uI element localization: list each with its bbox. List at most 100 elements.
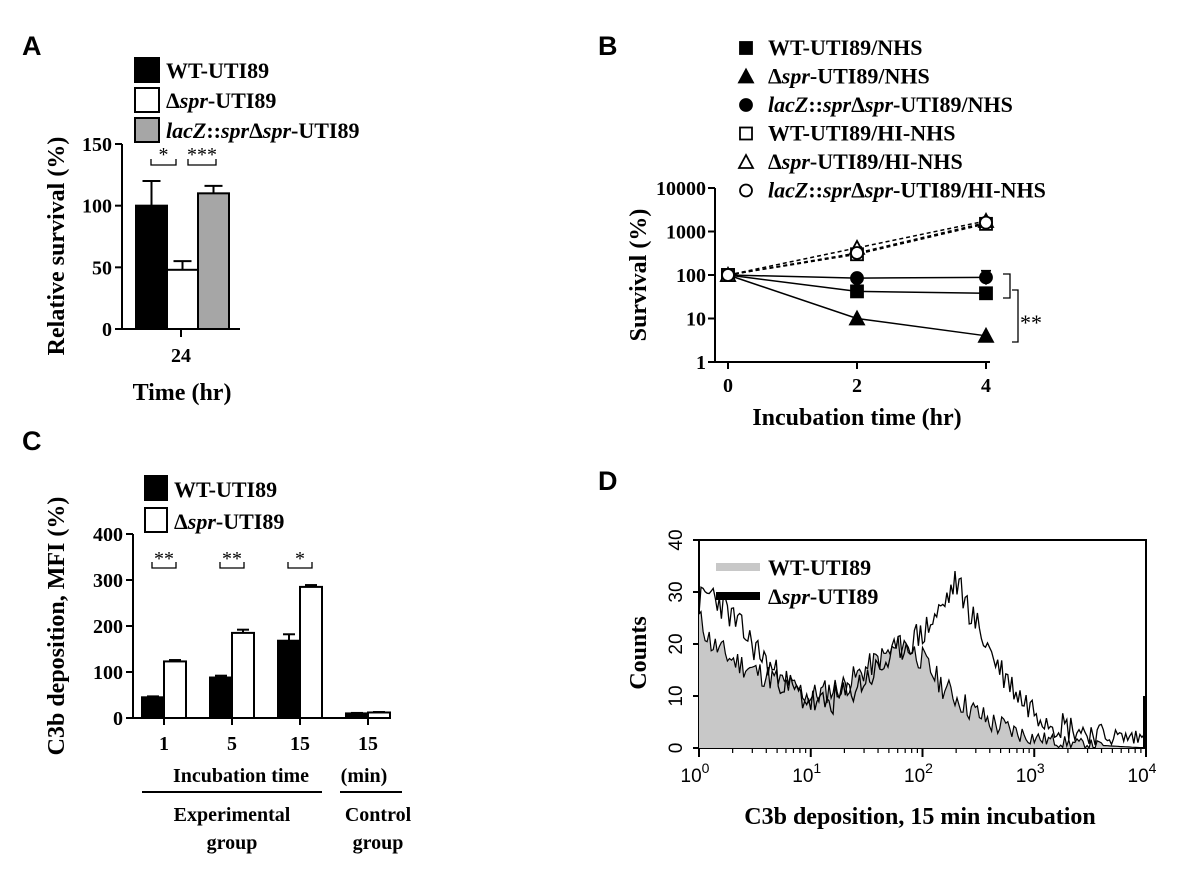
significance-label: ** <box>154 548 174 570</box>
legend-swatch <box>134 117 160 143</box>
group-label: group <box>353 832 404 854</box>
y-tick-label: 100 <box>676 265 706 287</box>
legend-label: Δspr-UTI89 <box>768 584 878 609</box>
significance-label: * <box>295 548 305 570</box>
y-tick-label: 10 <box>686 309 706 331</box>
panel-d-legend: WT-UTI89 Δspr-UTI89 <box>716 555 878 609</box>
y-tick-label: 100 <box>93 662 123 684</box>
panel-b-legend: WT-UTI89/NHSΔspr-UTI89/NHSlacZ::sprΔspr-… <box>737 35 1046 203</box>
significance-label: * <box>159 144 169 166</box>
x-tick-label: 4 <box>981 375 991 397</box>
legend-label: Δspr-UTI89/NHS <box>768 64 930 89</box>
x-tick-label: 2 <box>852 375 862 397</box>
panel-c-xlabel-unit: (min) <box>341 765 388 787</box>
y-tick-label: 1000 <box>666 222 706 244</box>
x-tick-label: 5 <box>227 733 237 755</box>
x-tick-label: 100 <box>681 760 710 787</box>
marker <box>721 268 735 282</box>
significance-label: *** <box>187 144 217 166</box>
legend-label: WT-UTI89/NHS <box>768 35 922 60</box>
x-tick-label: 1 <box>159 733 169 755</box>
bar <box>141 696 165 719</box>
group-label: group <box>207 832 258 854</box>
marker <box>739 183 753 198</box>
series-line-spr <box>698 571 1147 747</box>
y-tick-label: 200 <box>93 616 123 638</box>
significance-label: ** <box>1020 310 1042 335</box>
panel-c-letter: C <box>22 426 42 456</box>
marker <box>739 126 753 141</box>
marker <box>979 215 993 230</box>
y-tick-label: 400 <box>93 524 123 546</box>
marker <box>737 67 755 84</box>
y-tick-label: 1 <box>696 352 706 374</box>
significance-label: ** <box>222 548 242 570</box>
panel-c-legend: WT-UTI89 Δspr-UTI89 <box>144 475 284 534</box>
panel-b-ylabel: Survival (%) <box>626 209 652 342</box>
y-tick-label: 150 <box>82 134 112 156</box>
y-tick-label: 300 <box>93 570 123 592</box>
legend-label: WT-UTI89 <box>166 58 269 83</box>
legend-label: WT-UTI89 <box>174 477 277 502</box>
panel-b-xlabel: Incubation time (hr) <box>752 405 961 431</box>
bar <box>277 639 301 719</box>
y-tick-label: 30 <box>666 581 687 602</box>
y-tick-label: 0 <box>102 319 112 341</box>
legend-label: WT-UTI89/HI-NHS <box>768 121 955 146</box>
bar <box>163 660 187 719</box>
marker <box>977 326 995 343</box>
legend-label: Δspr-UTI89 <box>174 509 284 534</box>
x-tick-label: 101 <box>792 760 821 787</box>
legend-label: lacZ::sprΔspr-UTI89/NHS <box>768 92 1013 117</box>
marker <box>979 286 993 301</box>
y-tick-label: 20 <box>666 633 687 654</box>
panel-a-xlabel: Time (hr) <box>133 380 232 406</box>
x-tick-label: 0 <box>723 375 733 397</box>
legend-swatch <box>144 475 168 501</box>
bar <box>299 585 323 720</box>
panel-a: A WT-UTI89Δspr-UTI89lacZ::sprΔspr-UTI89 … <box>22 31 359 406</box>
significance-bracket <box>287 562 313 569</box>
group-label: Control <box>345 804 412 826</box>
y-tick-label: 0 <box>113 708 123 730</box>
panel-d-letter: D <box>598 466 618 496</box>
x-tick-label: 102 <box>904 760 933 787</box>
panel-d: D 0 10 20 30 40 100 101 102 103 104 WT-UTI89 Δspr-… <box>598 466 1157 830</box>
panel-b-letter: B <box>598 31 618 61</box>
significance-bracket <box>219 562 245 569</box>
significance-bracket <box>1003 273 1011 299</box>
series-line <box>727 220 987 276</box>
legend-swatch <box>716 592 760 600</box>
legend-label: lacZ::sprΔspr-UTI89/HI-NHS <box>768 178 1046 203</box>
panel-b: B WT-UTI89/NHSΔspr-UTI89/NHSlacZ::sprΔsp… <box>598 31 1046 431</box>
series-line <box>727 221 987 276</box>
legend-swatch <box>144 507 168 533</box>
marker <box>848 309 866 326</box>
panel-c-xlabel-main: Incubation time <box>173 765 309 787</box>
y-tick-label: 0 <box>666 743 687 754</box>
x-tick-label: 15 <box>358 733 378 755</box>
panel-a-letter: A <box>22 31 42 61</box>
series-line-wt <box>698 610 1147 750</box>
marker <box>850 284 864 299</box>
y-tick-label: 40 <box>666 529 687 550</box>
significance-bracket <box>1012 289 1019 343</box>
group-label: Experimental <box>174 804 291 826</box>
bar <box>209 676 233 720</box>
marker <box>737 153 755 169</box>
legend-label: WT-UTI89 <box>768 555 871 580</box>
panel-c-ylabel: C3b deposition, MFI (%) <box>44 497 70 756</box>
bar <box>345 712 369 720</box>
panel-a-ylabel: Relative survival (%) <box>44 137 70 356</box>
y-tick-label: 10 <box>666 685 687 706</box>
legend-label: Δspr-UTI89 <box>166 88 276 113</box>
y-tick-label: 50 <box>92 257 112 279</box>
marker <box>850 246 864 260</box>
y-tick-label: 100 <box>82 196 112 218</box>
significance-bracket <box>187 159 217 166</box>
